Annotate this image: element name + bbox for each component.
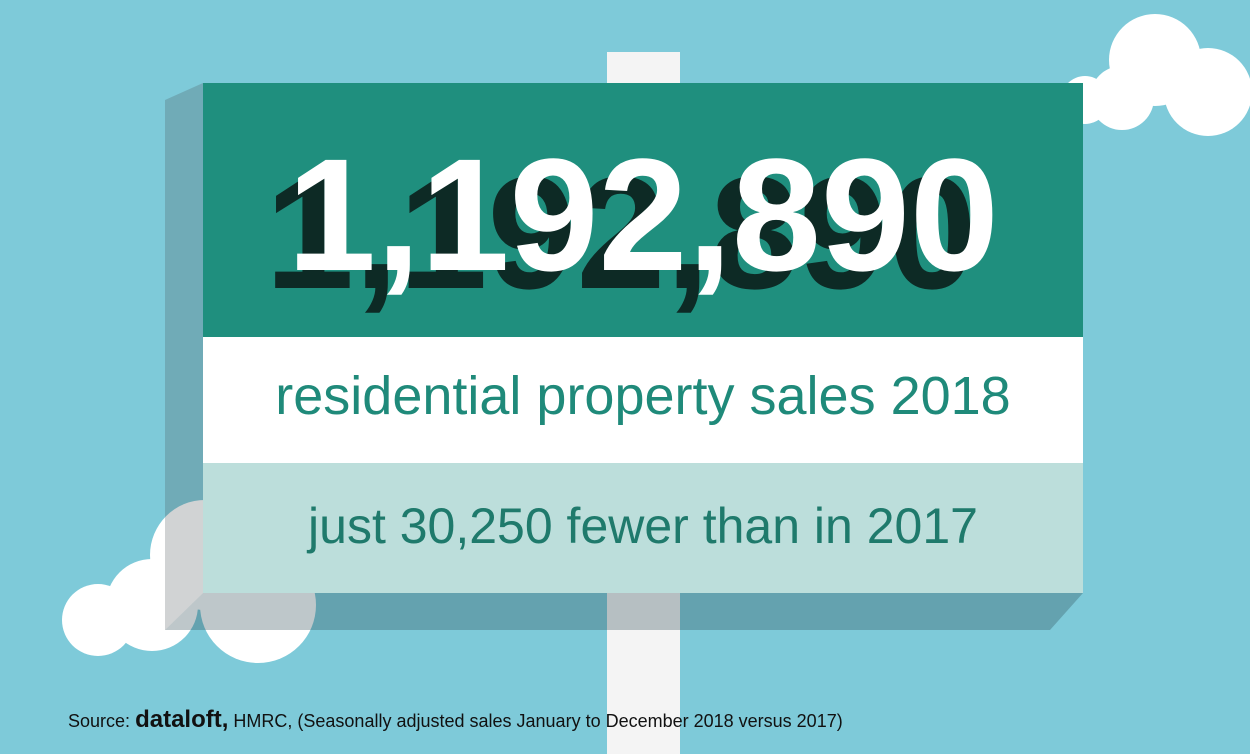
sign-bottom-panel (203, 463, 1083, 593)
source-brand: dataloft, (135, 706, 228, 733)
headline-number-shadow: 1,192,890 (265, 143, 977, 322)
sign-top-panel (203, 83, 1083, 337)
sign-middle-panel (203, 337, 1083, 463)
source-prefix: Source: (68, 711, 130, 731)
headline-subtitle: residential property sales 2018 (275, 366, 1010, 426)
sign-side (165, 83, 203, 630)
source-line: Source: dataloft, HMRC, (Seasonally adju… (68, 706, 843, 733)
headline-note: just 30,250 fewer than in 2017 (306, 498, 978, 554)
source-text: HMRC, (Seasonally adjusted sales January… (233, 711, 842, 731)
headline-number: 1,192,890 (287, 125, 999, 304)
sign-bottom (165, 593, 1083, 630)
